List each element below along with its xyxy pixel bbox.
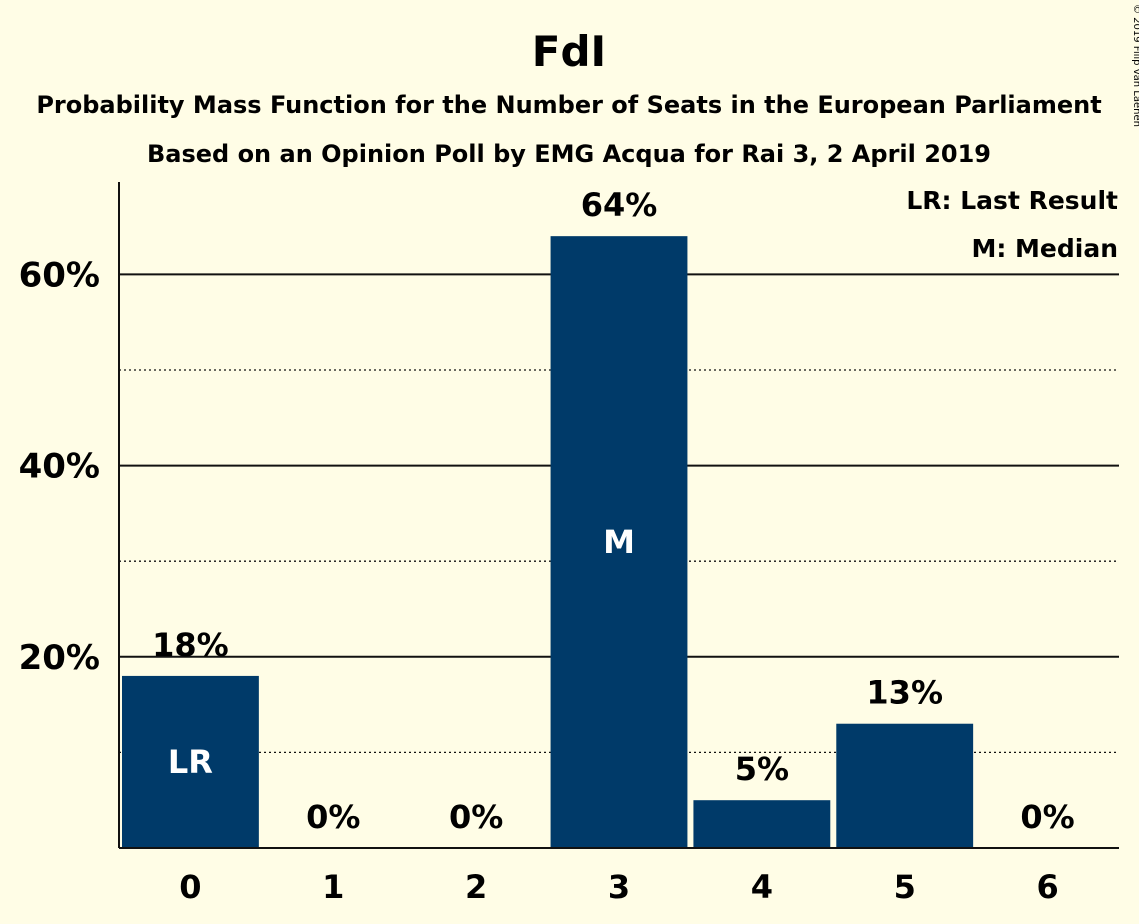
x-tick-label: 5 (894, 868, 916, 906)
chart-subtitle-2: Based on an Opinion Poll by EMG Acqua fo… (147, 140, 991, 168)
value-label-1: 0% (306, 798, 360, 836)
bar-4 (693, 800, 831, 848)
y-tick-labels: 20% 40% 60% (19, 255, 100, 677)
x-tick-label: 6 (1036, 868, 1058, 906)
value-label-2: 0% (449, 798, 503, 836)
x-tick-label: 2 (465, 868, 487, 906)
value-label-3: 64% (581, 186, 658, 224)
bar-0 (122, 675, 259, 848)
bars (122, 236, 974, 848)
bar-5 (836, 723, 974, 848)
y-tick-label: 20% (19, 638, 100, 678)
y-tick-label: 60% (19, 255, 100, 295)
x-tick-label: 1 (322, 868, 344, 906)
chart-subtitle-1: Probability Mass Function for the Number… (36, 91, 1101, 119)
x-tick-label: 4 (751, 868, 773, 906)
x-tick-label: 3 (608, 868, 630, 906)
value-label-5: 13% (866, 674, 943, 712)
legend-last-result: LR: Last Result (906, 186, 1118, 215)
marker-lr: LR (168, 743, 213, 781)
marker-m: M (603, 523, 635, 561)
value-label-0: 18% (152, 626, 229, 664)
chart-title: FdI (532, 27, 606, 76)
bar-3 (550, 236, 688, 848)
x-tick-labels: 0 1 2 3 4 5 6 (179, 868, 1058, 906)
value-label-4: 5% (735, 750, 789, 788)
bar-labels: 18% 0% 0% 64% 5% 13% 0% LR M (152, 186, 1075, 836)
x-tick-label: 0 (179, 868, 201, 906)
y-tick-label: 40% (19, 447, 100, 487)
legend-median: M: Median (971, 234, 1118, 263)
copyright-notice: © 2019 Filip van Laenen (1131, 4, 1139, 127)
value-label-6: 0% (1020, 798, 1074, 836)
